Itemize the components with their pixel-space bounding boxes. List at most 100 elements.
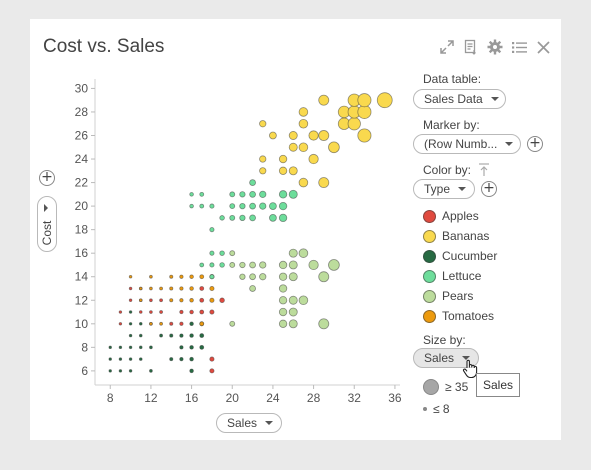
scatter-point-cucumber[interactable] xyxy=(189,345,194,350)
scatter-point-pears[interactable] xyxy=(288,272,298,282)
scatter-point-lettuce[interactable] xyxy=(229,191,236,198)
scatter-point-lettuce[interactable] xyxy=(189,203,194,209)
scatter-point-pears[interactable] xyxy=(298,248,309,258)
scatter-point-lettuce[interactable] xyxy=(288,189,298,199)
scatter-point-cucumber[interactable] xyxy=(128,369,133,373)
x-axis-selector[interactable]: Sales xyxy=(216,413,282,433)
scatter-point-tomatoes[interactable] xyxy=(179,298,184,303)
scatter-point-bananas[interactable] xyxy=(298,142,309,153)
scatter-point-pears[interactable] xyxy=(278,296,288,305)
scatter-point-cucumber[interactable] xyxy=(179,345,184,350)
legend-item-cucumber[interactable]: Cucumber xyxy=(423,249,497,263)
scatter-point-apples[interactable] xyxy=(118,310,123,314)
scatter-point-bananas[interactable] xyxy=(288,142,298,152)
add-color-by-button[interactable]: + xyxy=(481,181,497,197)
scatter-point-apples[interactable] xyxy=(209,309,215,315)
scatter-point-bananas[interactable] xyxy=(376,92,393,109)
scatter-point-pears[interactable] xyxy=(278,260,288,270)
scatter-point-bananas[interactable] xyxy=(357,93,372,108)
scatter-point-tomatoes[interactable] xyxy=(128,274,133,279)
scatter-point-cucumber[interactable] xyxy=(189,368,194,374)
scatter-point-lettuce[interactable] xyxy=(259,202,267,210)
scatter-point-cucumber[interactable] xyxy=(199,333,205,338)
scatter-point-cucumber[interactable] xyxy=(179,333,184,338)
scatter-point-apples[interactable] xyxy=(159,298,163,303)
scatter-point-bananas[interactable] xyxy=(328,141,340,154)
scatter-point-pears[interactable] xyxy=(249,261,256,269)
scatter-point-lettuce[interactable] xyxy=(199,262,205,268)
scatter-point-tomatoes[interactable] xyxy=(138,298,143,303)
scatter-point-cucumber[interactable] xyxy=(128,333,133,338)
scatter-point-pears[interactable] xyxy=(278,284,288,293)
legend-item-bananas[interactable]: Bananas xyxy=(423,229,489,243)
scatter-point-pears[interactable] xyxy=(288,260,298,270)
scatter-point-cucumber[interactable] xyxy=(108,345,112,350)
legend-item-tomatoes[interactable]: Tomatoes xyxy=(423,309,494,323)
scatter-point-tomatoes[interactable] xyxy=(149,321,153,326)
scatter-point-cucumber[interactable] xyxy=(118,357,123,361)
scatter-point-bananas[interactable] xyxy=(278,154,288,164)
scatter-point-lettuce[interactable] xyxy=(199,191,205,197)
scatter-point-pears[interactable] xyxy=(288,319,298,329)
scatter-point-cucumber[interactable] xyxy=(128,345,133,350)
scatter-point-apples[interactable] xyxy=(199,297,205,303)
scatter-point-tomatoes[interactable] xyxy=(138,286,143,291)
scatter-point-bananas[interactable] xyxy=(269,131,277,140)
scatter-point-apples[interactable] xyxy=(199,286,205,291)
scatter-point-pears[interactable] xyxy=(308,259,319,271)
scatter-point-tomatoes[interactable] xyxy=(159,286,163,291)
scatter-point-tomatoes[interactable] xyxy=(179,286,184,291)
scatter-point-tomatoes[interactable] xyxy=(159,321,163,326)
scatter-point-lettuce[interactable] xyxy=(219,262,225,268)
scatter-point-lettuce[interactable] xyxy=(239,214,246,222)
legend-item-pears[interactable]: Pears xyxy=(423,289,473,303)
legend-item-lettuce[interactable]: Lettuce xyxy=(423,269,481,283)
scatter-point-lettuce[interactable] xyxy=(199,203,205,209)
scatter-point-cucumber[interactable] xyxy=(149,345,153,350)
scatter-point-apples[interactable] xyxy=(128,298,133,302)
scatter-point-pears[interactable] xyxy=(229,320,236,327)
scatter-point-cucumber[interactable] xyxy=(138,322,143,326)
scatter-point-cucumber[interactable] xyxy=(118,345,123,350)
scatter-point-pears[interactable] xyxy=(298,295,309,306)
scatter-point-bananas[interactable] xyxy=(298,107,309,117)
scatter-point-bananas[interactable] xyxy=(308,153,319,165)
scatter-point-pears[interactable] xyxy=(239,261,246,269)
scatter-point-tomatoes[interactable] xyxy=(209,297,215,303)
scatter-point-lettuce[interactable] xyxy=(239,202,246,210)
scatter-point-apples[interactable] xyxy=(179,321,184,326)
scatter-point-pears[interactable] xyxy=(229,262,236,268)
scatter-point-pears[interactable] xyxy=(278,272,288,281)
scatter-point-bananas[interactable] xyxy=(278,166,288,175)
scatter-point-lettuce[interactable] xyxy=(209,227,215,233)
scatter-point-tomatoes[interactable] xyxy=(169,286,174,291)
scatter-point-pears[interactable] xyxy=(239,273,246,280)
scatter-point-cucumber[interactable] xyxy=(159,333,163,338)
scatter-point-bananas[interactable] xyxy=(318,94,330,106)
scatter-point-pears[interactable] xyxy=(278,307,288,317)
scatter-point-bananas[interactable] xyxy=(347,117,361,131)
scatter-point-pears[interactable] xyxy=(328,259,340,271)
scatter-point-apples[interactable] xyxy=(118,322,123,326)
scatter-point-pears[interactable] xyxy=(259,273,267,281)
y-axis-selector[interactable]: Cost xyxy=(37,196,57,252)
scatter-point-lettuce[interactable] xyxy=(249,202,256,210)
scatter-point-pears[interactable] xyxy=(318,271,330,283)
scatter-point-pears[interactable] xyxy=(288,248,298,258)
scatter-point-lettuce[interactable] xyxy=(219,215,225,221)
scatter-point-apples[interactable] xyxy=(219,297,225,303)
sort-icon[interactable] xyxy=(478,163,490,182)
scatter-point-tomatoes[interactable] xyxy=(189,274,194,279)
scatter-point-tomatoes[interactable] xyxy=(149,286,153,291)
scatter-point-bananas[interactable] xyxy=(298,177,309,188)
scatter-point-cucumber[interactable] xyxy=(128,357,133,361)
scatter-point-tomatoes[interactable] xyxy=(199,321,205,327)
add-y-axis-button[interactable]: + xyxy=(39,170,55,186)
scatter-point-tomatoes[interactable] xyxy=(179,274,184,279)
scatter-point-bananas[interactable] xyxy=(259,167,267,175)
scatter-point-bananas[interactable] xyxy=(259,120,267,128)
scatter-point-bananas[interactable] xyxy=(288,166,298,176)
scatter-point-lettuce[interactable] xyxy=(219,250,225,256)
scatter-point-cucumber[interactable] xyxy=(169,333,174,338)
scatter-point-cucumber[interactable] xyxy=(189,321,194,327)
